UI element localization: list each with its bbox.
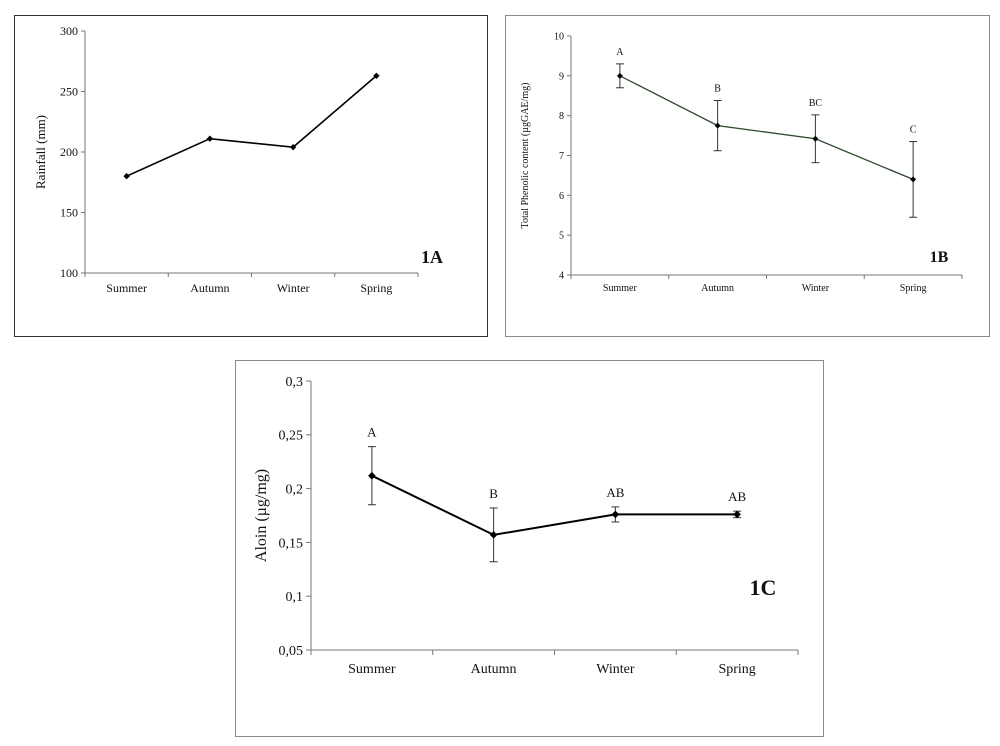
significance-letter: AB [728, 489, 746, 504]
data-point [733, 510, 741, 519]
y-axis-label: Aloin (µg/mg) [253, 469, 270, 562]
y-tick-label: 300 [60, 24, 78, 38]
y-tick-label: 4 [559, 271, 564, 282]
series-line [371, 474, 738, 536]
x-tick-label: Spring [718, 662, 755, 677]
panel-label: 1C [750, 575, 777, 600]
significance-letter: AB [606, 485, 624, 500]
data-point [373, 72, 380, 79]
y-tick-label: 0,25 [279, 429, 304, 444]
rainfall-chart: 100 150 200 250 300 Summer Autumn Winter Spring R… [33, 24, 443, 295]
y-axis-label: Total Phenolic content (µgGAE/mg) [520, 83, 531, 229]
y-tick-label: 0,05 [279, 644, 304, 659]
panel-label: 1B [930, 249, 949, 266]
x-tick-label: Spring [360, 281, 392, 295]
chart-panel-1c: 0,05 0,1 0,15 0,2 0,25 0,3 Summer Autumn Winter S… [235, 360, 824, 737]
y-tick-label: 10 [554, 32, 564, 43]
significance-letter: BC [809, 98, 823, 109]
y-tick-label: 250 [60, 85, 78, 99]
data-point [910, 176, 917, 183]
x-tick-label: Summer [603, 283, 638, 294]
data-point [489, 531, 498, 539]
series-line [126, 75, 377, 177]
data-point [206, 135, 214, 142]
y-tick-label: 0,1 [286, 590, 304, 605]
data-point [368, 471, 376, 480]
significance-letter: B [714, 84, 721, 95]
y-tick-label: 200 [60, 145, 78, 159]
y-tick-label: 7 [559, 151, 564, 162]
y-axis-label: Rainfall (mm) [33, 115, 48, 189]
y-tick-label: 0,15 [279, 536, 304, 551]
aloin-chart: 0,05 0,1 0,15 0,2 0,25 0,3 Summer Autumn Winter S… [253, 375, 799, 677]
x-tick-label: Autumn [701, 283, 734, 294]
y-tick-label: 6 [559, 191, 564, 202]
y-tick-label: 9 [559, 71, 564, 82]
phenolic-chart: 4 5 6 7 8 9 10 Summer Autumn Winter Spring Total Ph… [520, 32, 963, 294]
chart-panel-1a: 100 150 200 250 300 Summer Autumn Winter Spring R… [14, 15, 488, 337]
x-tick-label: Summer [106, 281, 147, 295]
data-point [289, 143, 297, 151]
y-tick-label: 150 [60, 206, 78, 220]
y-tick-label: 100 [60, 266, 78, 280]
significance-letter: C [910, 125, 917, 136]
y-tick-label: 5 [559, 231, 564, 242]
data-point [714, 122, 721, 129]
x-tick-label: Autumn [471, 662, 517, 677]
x-tick-label: Spring [900, 283, 927, 294]
y-tick-label: 8 [559, 111, 564, 122]
data-point [611, 510, 620, 519]
y-tick-label: 0,3 [286, 375, 304, 390]
data-point [123, 173, 130, 180]
significance-letter: A [616, 47, 624, 58]
panel-label: 1A [421, 247, 443, 267]
x-tick-label: Summer [348, 662, 396, 677]
x-tick-label: Autumn [190, 281, 229, 295]
y-tick-label: 0,2 [286, 483, 304, 498]
data-point [812, 135, 819, 142]
series-line [619, 75, 914, 181]
x-tick-label: Winter [596, 662, 635, 677]
chart-panel-1b: 4 5 6 7 8 9 10 Summer Autumn Winter Spring Total Ph… [505, 15, 990, 337]
significance-letter: A [367, 425, 377, 440]
significance-letter: B [489, 486, 498, 501]
x-tick-label: Winter [277, 281, 310, 295]
data-point [616, 72, 623, 79]
x-tick-label: Winter [802, 283, 830, 294]
